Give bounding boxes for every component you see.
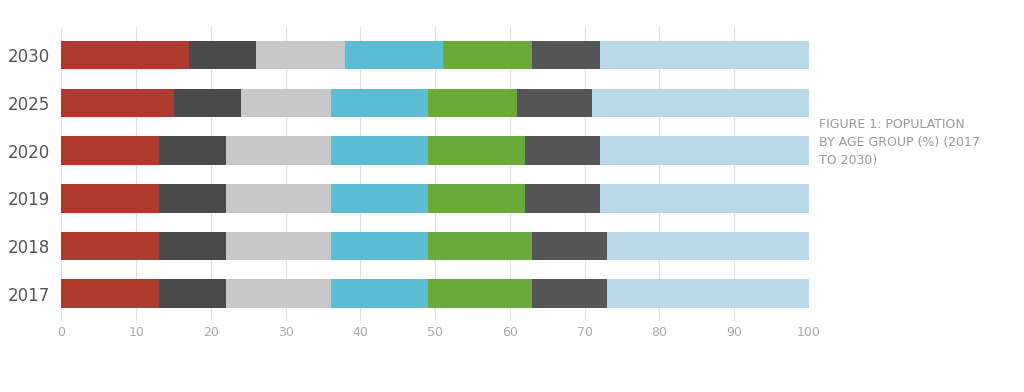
Bar — [345, 41, 442, 69]
Bar — [159, 184, 226, 212]
Bar — [517, 89, 592, 117]
Bar — [532, 232, 607, 260]
Bar — [428, 136, 525, 165]
Bar — [607, 232, 809, 260]
Bar — [331, 89, 428, 117]
Bar — [428, 89, 517, 117]
Bar — [226, 279, 331, 308]
Bar — [600, 184, 809, 212]
Text: FIGURE 1: POPULATION
BY AGE GROUP (%) (2017
TO 2030): FIGURE 1: POPULATION BY AGE GROUP (%) (2… — [819, 118, 980, 167]
Bar — [525, 136, 600, 165]
Bar — [226, 184, 331, 212]
Bar — [159, 136, 226, 165]
Bar — [532, 41, 600, 69]
Bar — [61, 89, 173, 117]
Bar — [159, 279, 226, 308]
Bar — [600, 136, 809, 165]
Bar — [428, 232, 532, 260]
Bar — [61, 41, 188, 69]
Bar — [256, 41, 345, 69]
Bar — [331, 279, 428, 308]
Bar — [331, 136, 428, 165]
Bar — [159, 232, 226, 260]
Bar — [188, 41, 256, 69]
Bar — [241, 89, 331, 117]
Bar — [532, 279, 607, 308]
Bar — [331, 232, 428, 260]
Bar — [525, 184, 600, 212]
Bar — [592, 89, 809, 117]
Bar — [607, 279, 809, 308]
Bar — [428, 279, 532, 308]
Bar — [61, 232, 159, 260]
Bar — [600, 41, 809, 69]
Bar — [442, 41, 532, 69]
Bar — [428, 184, 525, 212]
Bar — [61, 279, 159, 308]
Bar — [331, 184, 428, 212]
Bar — [61, 136, 159, 165]
Bar — [173, 89, 241, 117]
Bar — [61, 184, 159, 212]
Bar — [226, 232, 331, 260]
Bar — [226, 136, 331, 165]
